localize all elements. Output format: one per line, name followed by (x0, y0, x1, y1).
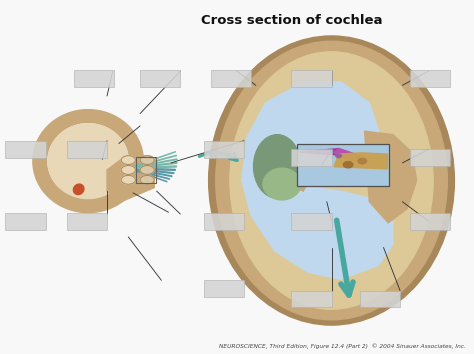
Polygon shape (47, 123, 129, 199)
Ellipse shape (140, 166, 155, 175)
FancyBboxPatch shape (204, 213, 244, 230)
Bar (297, 143, 390, 186)
Ellipse shape (140, 176, 155, 184)
Ellipse shape (73, 184, 84, 195)
Ellipse shape (209, 36, 455, 325)
Polygon shape (334, 149, 366, 160)
Polygon shape (242, 82, 379, 188)
Ellipse shape (140, 156, 155, 165)
FancyBboxPatch shape (292, 70, 331, 87)
FancyBboxPatch shape (211, 70, 251, 87)
FancyBboxPatch shape (67, 141, 107, 158)
Ellipse shape (343, 161, 353, 168)
FancyBboxPatch shape (292, 291, 331, 308)
FancyBboxPatch shape (74, 70, 114, 87)
Ellipse shape (121, 166, 136, 175)
FancyBboxPatch shape (360, 291, 400, 308)
FancyBboxPatch shape (5, 141, 46, 158)
Polygon shape (32, 109, 144, 213)
Ellipse shape (358, 159, 366, 164)
Polygon shape (107, 159, 155, 202)
FancyBboxPatch shape (5, 213, 46, 230)
FancyBboxPatch shape (292, 149, 331, 166)
Polygon shape (334, 153, 388, 169)
Polygon shape (284, 145, 383, 191)
FancyBboxPatch shape (67, 213, 107, 230)
Bar (136, 157, 156, 183)
Polygon shape (75, 154, 106, 182)
FancyBboxPatch shape (410, 149, 450, 166)
Ellipse shape (121, 176, 136, 184)
Text: NEUROSCIENCE, Third Edition, Figure 12.4 (Part 2)  © 2004 Sinauer Associates, In: NEUROSCIENCE, Third Edition, Figure 12.4… (219, 343, 466, 349)
FancyBboxPatch shape (140, 70, 180, 87)
Polygon shape (299, 149, 364, 157)
Ellipse shape (216, 41, 447, 320)
Polygon shape (62, 140, 115, 189)
Polygon shape (242, 181, 393, 279)
FancyBboxPatch shape (204, 280, 244, 297)
FancyBboxPatch shape (410, 213, 450, 230)
Polygon shape (50, 130, 126, 200)
Text: Cross section of cochlea: Cross section of cochlea (201, 13, 382, 27)
FancyBboxPatch shape (410, 70, 450, 87)
FancyBboxPatch shape (204, 141, 244, 158)
Ellipse shape (121, 156, 136, 165)
Polygon shape (365, 131, 417, 223)
Bar (297, 143, 390, 186)
Ellipse shape (230, 52, 433, 309)
Polygon shape (67, 146, 114, 190)
Ellipse shape (336, 154, 341, 158)
Ellipse shape (263, 168, 301, 200)
Polygon shape (86, 168, 99, 178)
Polygon shape (80, 165, 105, 184)
Ellipse shape (254, 135, 301, 198)
FancyBboxPatch shape (292, 213, 331, 230)
